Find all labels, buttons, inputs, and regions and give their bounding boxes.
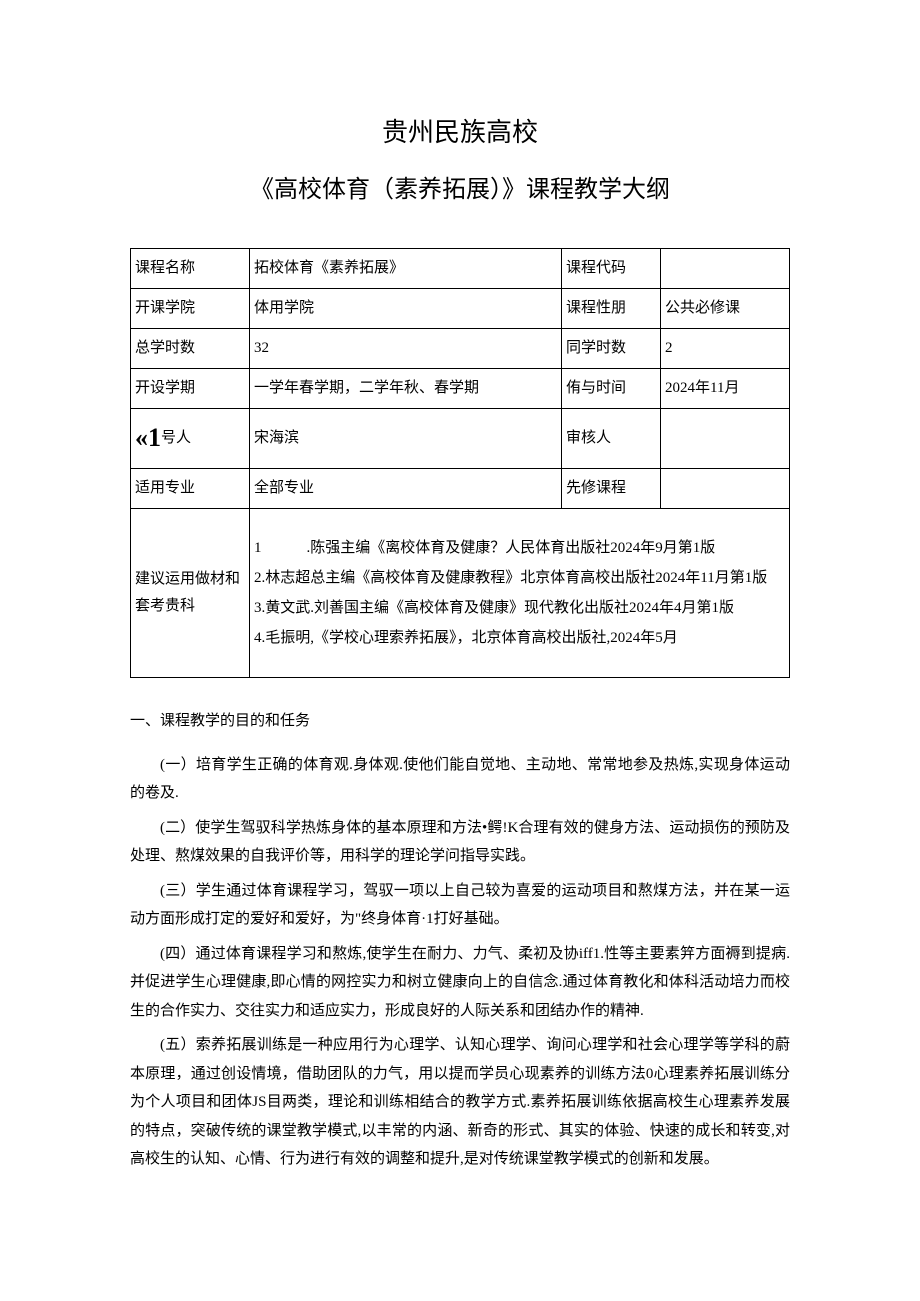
paragraph: (一）培育学生正确的体育观.身体观.使他们能自觉地、主动地、常常地参及热炼,实现…	[130, 751, 790, 808]
paragraph: (四）通过体育课程学习和熬炼,使学生在耐力、力气、柔初及协iff1.性等主要素笄…	[130, 940, 790, 1026]
cell-textbooks: 1 .陈强主编《离校体育及健康？人民体育出版社2024年9月第1版 2.林志超总…	[250, 508, 790, 677]
cell-value: 拓校体育《素养拓展》	[250, 248, 562, 288]
paragraph: (五）索养拓展训练是一种应用行为心理学、认知心理学、询问心理学和社会心理学等学科…	[130, 1031, 790, 1174]
cell-value: 宋海滨	[250, 408, 562, 468]
cell-value: 全部专业	[250, 468, 562, 508]
cell-label: 课程名称	[131, 248, 250, 288]
table-row: 课程名称 拓校体育《素养拓展》 课程代码	[131, 248, 790, 288]
table-row: «1号人 宋海滨 审核人	[131, 408, 790, 468]
cell-value	[661, 248, 790, 288]
table-row: 开设学期 一学年春学期，二学年秋、春学期 侑与时间 2024年11月	[131, 368, 790, 408]
cell-label: 总学时数	[131, 328, 250, 368]
cell-label: 侑与时间	[562, 368, 661, 408]
cell-value: 公共必修课	[661, 288, 790, 328]
cell-label: 建议运用做材和套考贵科	[131, 508, 250, 677]
cell-label: 适用专业	[131, 468, 250, 508]
cell-label: 同学时数	[562, 328, 661, 368]
cell-label: 开课学院	[131, 288, 250, 328]
textbook-line: 4.毛振明,《学校心理索养拓展》，北京体育高校出版社,2024年5月	[254, 623, 785, 653]
cell-value	[661, 468, 790, 508]
table-row: 开课学院 体用学院 课程性朋 公共必修课	[131, 288, 790, 328]
cell-value: 体用学院	[250, 288, 562, 328]
table-row: 总学时数 32 同学时数 2	[131, 328, 790, 368]
cell-value: 2024年11月	[661, 368, 790, 408]
cell-value: 一学年春学期，二学年秋、春学期	[250, 368, 562, 408]
course-info-table: 课程名称 拓校体育《素养拓展》 课程代码 开课学院 体用学院 课程性朋 公共必修…	[130, 248, 790, 678]
paragraph: (二）使学生驾驭科学热炼身体的基本原理和方法•鳄!K合理有效的健身方法、运动损伤…	[130, 814, 790, 871]
table-row-textbooks: 建议运用做材和套考贵科 1 .陈强主编《离校体育及健康？人民体育出版社2024年…	[131, 508, 790, 677]
cell-label: 先修课程	[562, 468, 661, 508]
cell-label: «1号人	[131, 408, 250, 468]
table-row: 适用专业 全部专业 先修课程	[131, 468, 790, 508]
textbook-line: 3.黄文武.刘善国主编《高校体育及健康》现代教化出版社2024年4月第1版	[254, 593, 785, 623]
paragraph: (三）学生通过体育课程学习，驾驭一项以上自己较为喜爱的运动项目和熬煤方法，并在某…	[130, 877, 790, 934]
cell-value: 32	[250, 328, 562, 368]
section-heading: 一、课程教学的目的和任务	[130, 708, 790, 735]
cell-label: 开设学期	[131, 368, 250, 408]
textbook-line: 1 .陈强主编《离校体育及健康？人民体育出版社2024年9月第1版	[254, 533, 785, 563]
cell-label: 课程代码	[562, 248, 661, 288]
cell-value	[661, 408, 790, 468]
page-subtitle: 《高校体育（素养拓展）》课程教学大纲	[130, 169, 790, 212]
page-title: 贵州民族高校	[130, 110, 790, 157]
cell-label: 审核人	[562, 408, 661, 468]
cell-label: 课程性朋	[562, 288, 661, 328]
cell-value: 2	[661, 328, 790, 368]
textbook-line: 2.林志超总主编《高校体育及健康教程》北京体育高校出版社2024年11月第1版	[254, 563, 785, 593]
